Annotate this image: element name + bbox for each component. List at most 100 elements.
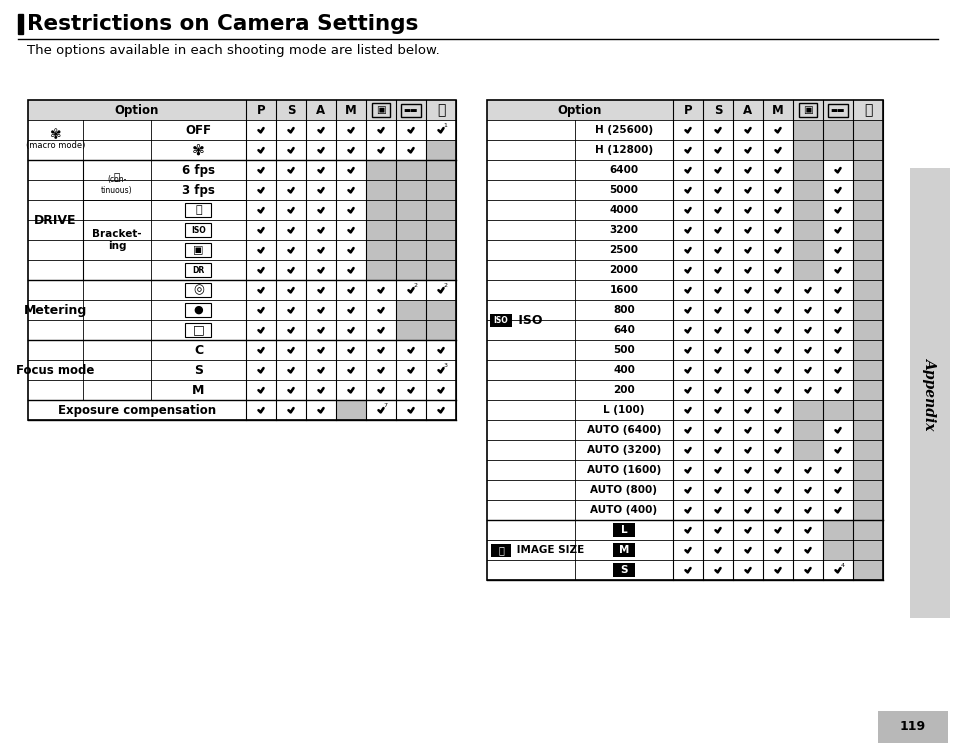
Bar: [852, 140, 882, 160]
Bar: [426, 220, 456, 240]
Bar: [426, 160, 456, 180]
Bar: [852, 560, 882, 580]
Bar: [792, 260, 822, 280]
Bar: [792, 120, 822, 140]
Text: 2: 2: [443, 283, 447, 288]
Text: 4: 4: [840, 563, 843, 568]
Text: S: S: [619, 565, 627, 575]
Text: 400: 400: [613, 365, 635, 375]
Text: ⬜: ⬜: [195, 205, 202, 215]
Bar: [852, 220, 882, 240]
Text: Option: Option: [558, 103, 601, 117]
Bar: [613, 543, 635, 557]
Bar: [852, 200, 882, 220]
Text: M: M: [771, 103, 783, 117]
Text: (macro mode): (macro mode): [26, 141, 85, 150]
Text: AUTO (6400): AUTO (6400): [586, 425, 660, 435]
Text: P: P: [683, 103, 692, 117]
Bar: [185, 243, 212, 257]
Text: 7: 7: [383, 403, 387, 408]
Bar: [366, 260, 395, 280]
Text: ISO: ISO: [493, 316, 508, 325]
Text: M: M: [618, 545, 629, 555]
Text: 6400: 6400: [609, 165, 638, 175]
Text: ✾: ✾: [50, 128, 61, 142]
Text: □: □: [193, 323, 204, 337]
Bar: [852, 360, 882, 380]
Bar: [822, 120, 852, 140]
Text: 640: 640: [613, 325, 635, 335]
Bar: [395, 220, 426, 240]
Bar: [613, 563, 635, 577]
Bar: [792, 400, 822, 420]
Bar: [822, 520, 852, 540]
Bar: [426, 260, 456, 280]
Text: Option: Option: [114, 103, 159, 117]
Bar: [852, 280, 882, 300]
Bar: [852, 260, 882, 280]
Bar: [852, 540, 882, 560]
Text: S: S: [713, 103, 721, 117]
Text: 📷: 📷: [113, 171, 120, 181]
Bar: [792, 440, 822, 460]
Text: Exposure compensation: Exposure compensation: [58, 403, 215, 417]
Text: A: A: [316, 103, 325, 117]
Text: 3 fps: 3 fps: [182, 183, 214, 197]
Text: ⛹: ⛹: [436, 103, 445, 117]
Text: DR: DR: [193, 266, 204, 275]
Bar: [28, 100, 456, 420]
Bar: [852, 440, 882, 460]
Text: M: M: [193, 384, 205, 396]
Bar: [185, 283, 212, 297]
Bar: [426, 240, 456, 260]
Bar: [185, 203, 212, 217]
Bar: [366, 240, 395, 260]
Text: 5000: 5000: [609, 185, 638, 195]
Text: The options available in each shooting mode are listed below.: The options available in each shooting m…: [27, 43, 439, 57]
Text: AUTO (3200): AUTO (3200): [586, 445, 660, 455]
Bar: [395, 180, 426, 200]
Bar: [185, 323, 212, 337]
Bar: [792, 180, 822, 200]
Text: ⛹: ⛹: [862, 103, 871, 117]
Text: ISO: ISO: [191, 225, 206, 235]
Text: ⛹: ⛹: [497, 545, 503, 555]
Text: ✾: ✾: [192, 143, 205, 158]
Bar: [426, 180, 456, 200]
Bar: [792, 140, 822, 160]
Text: 119: 119: [899, 720, 925, 734]
Text: ▬▬: ▬▬: [403, 105, 417, 114]
Bar: [792, 240, 822, 260]
Bar: [799, 103, 816, 117]
Bar: [852, 120, 882, 140]
Bar: [486, 100, 882, 120]
Bar: [491, 544, 511, 557]
Bar: [852, 400, 882, 420]
Text: ▣: ▣: [375, 105, 385, 115]
Text: H (25600): H (25600): [595, 125, 653, 135]
Bar: [426, 200, 456, 220]
Bar: [486, 100, 882, 580]
Text: ●: ●: [193, 305, 203, 315]
Text: 2500: 2500: [609, 245, 638, 255]
Bar: [366, 220, 395, 240]
Text: DRIVE: DRIVE: [34, 213, 76, 227]
Bar: [852, 180, 882, 200]
Bar: [909, 168, 949, 618]
Text: (con-
tinuous): (con- tinuous): [101, 175, 132, 194]
Text: M: M: [345, 103, 356, 117]
Bar: [852, 160, 882, 180]
Text: 200: 200: [613, 385, 634, 395]
Bar: [366, 180, 395, 200]
Text: Restrictions on Camera Settings: Restrictions on Camera Settings: [27, 14, 418, 34]
Text: L (100): L (100): [602, 405, 644, 415]
Bar: [852, 420, 882, 440]
Bar: [822, 140, 852, 160]
Bar: [395, 200, 426, 220]
Bar: [852, 480, 882, 500]
Bar: [490, 313, 512, 326]
Bar: [366, 200, 395, 220]
Bar: [613, 523, 635, 537]
Text: 500: 500: [613, 345, 634, 355]
Bar: [400, 103, 420, 117]
